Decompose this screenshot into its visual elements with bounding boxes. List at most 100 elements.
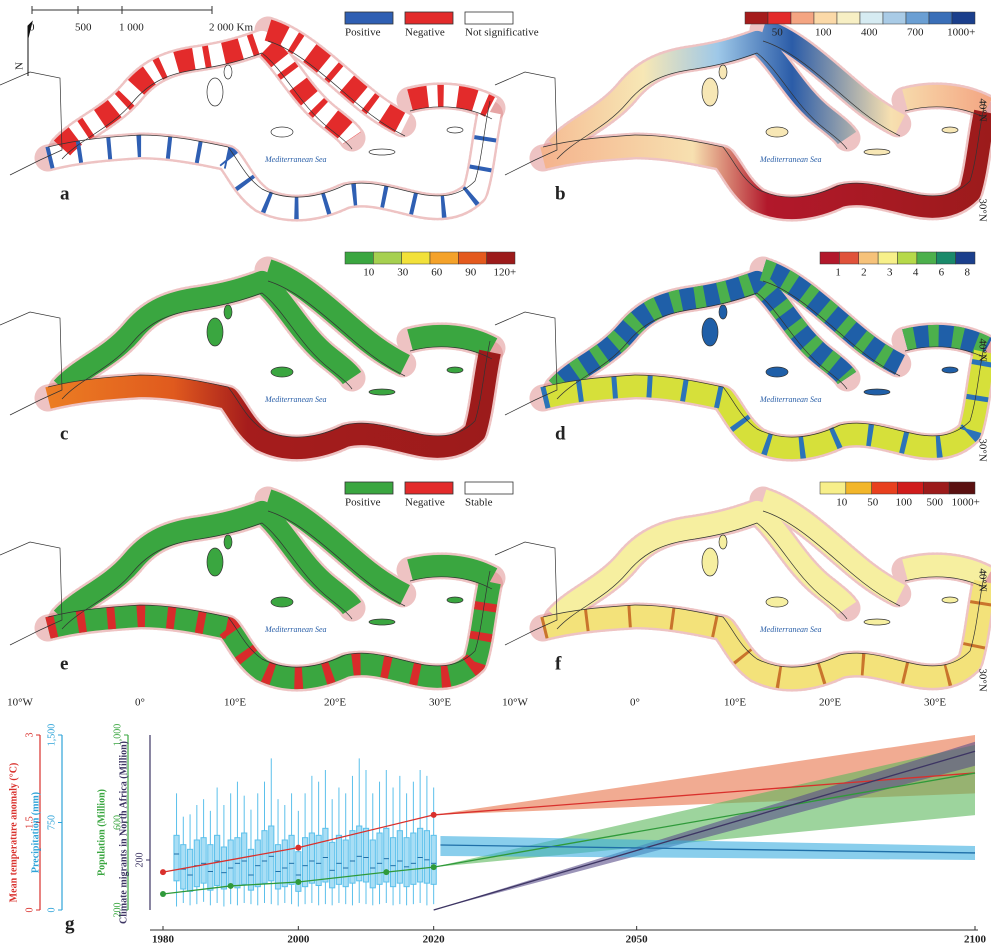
series-marker [160,869,166,875]
colorbar-cell [898,482,924,494]
lon-label: 10°W [7,697,33,709]
colorbar-label: 50 [867,497,879,509]
lon-label: 20°E [324,697,346,709]
island [719,535,727,549]
colorbar-cell [458,252,486,264]
box [187,849,192,891]
panel-label: b [555,183,566,204]
box [282,840,287,887]
box [390,838,395,887]
y-axis-title: Population (Million) [96,789,107,876]
lon-label: 10°W [502,697,528,709]
island [207,318,223,346]
box [242,833,247,884]
panel-label: a [60,183,70,204]
island [447,367,463,373]
box [309,833,314,883]
lat-label: 40°N [976,98,988,121]
y-tick-label: 0 [24,908,35,913]
panel-label: d [555,423,566,444]
colorbar-cell [402,252,430,264]
colorbar-cell [929,12,952,24]
lon-label: 0° [135,697,145,709]
y-tick-label: 3 [24,733,35,738]
x-tick-label: 2050 [626,934,649,946]
colorbar-cell [373,252,401,264]
island [864,619,890,625]
colorbar-cell [814,12,837,24]
colorbar-cell [839,252,858,264]
box [377,833,382,884]
colorbar-cell [898,252,917,264]
colorbar-cell [917,252,936,264]
panel-label: e [60,653,68,674]
island [702,548,718,576]
legend-label: Negative [405,497,445,509]
north-label: N [14,62,26,70]
island [224,65,232,79]
x-tick-label: 2100 [964,934,987,946]
x-tick-label: 2020 [423,934,446,946]
colorbar-label: 100 [815,27,832,39]
y-axis-title: Climate migrants in North Africa (Millio… [118,741,129,924]
lon-label: 30°E [429,697,451,709]
lon-label: 30°E [924,697,946,709]
island [719,305,727,319]
colorbar-cell [949,482,975,494]
lon-label: 10°E [724,697,746,709]
box [215,835,220,885]
figure: Mediterranean SeaaPositiveNegativeNot si… [0,0,991,946]
scale-label: 2 000 Km [209,22,253,34]
box [296,852,301,892]
legend-swatch [345,482,393,494]
island [369,149,395,155]
legend-label: Not significative [465,27,539,39]
colorbar-label: 50 [772,27,784,39]
box [208,845,213,891]
colorbar-label: 6 [939,267,945,279]
colorbar-label: 1000+ [947,27,975,39]
colorbar-label: 3 [887,267,893,279]
sea-label: Mediterranean Sea [759,155,822,164]
colorbar-cell [952,12,975,24]
lat-label: 30°N [976,198,988,221]
box [174,835,179,881]
colorbar-cell [768,12,791,24]
colorbar-label: 10 [363,267,375,279]
legend-swatch [405,482,453,494]
legend-label: Stable [465,497,493,509]
legend-swatch [465,482,513,494]
map-panel: Mediterranean Sead12346840°N30°N [495,252,988,462]
box [194,840,199,887]
colorbar-cell [878,252,897,264]
box [397,831,402,884]
x-tick-label: 1980 [152,934,175,946]
sea-label: Mediterranean Sea [264,625,327,634]
y-tick-label: 1,500 [46,724,57,747]
island [864,389,890,395]
colorbar-cell [820,252,839,264]
island [719,65,727,79]
sea-label: Mediterranean Sea [759,625,822,634]
island [207,548,223,576]
island [271,597,293,607]
box [235,838,240,888]
box [201,838,206,884]
box [262,831,267,884]
box [431,835,436,884]
colorbar-cell [906,12,929,24]
colorbar-cell [872,482,898,494]
island [766,597,788,607]
sea-label: Mediterranean Sea [759,395,822,404]
scale-label: 500 [75,22,92,34]
colorbar-label: 60 [431,267,443,279]
legend-label: Negative [405,27,445,39]
box [404,838,409,887]
panel-label: g [65,913,75,934]
sea-label: Mediterranean Sea [264,395,327,404]
island [942,367,958,373]
colorbar-label: 120+ [493,267,516,279]
island [271,367,293,377]
